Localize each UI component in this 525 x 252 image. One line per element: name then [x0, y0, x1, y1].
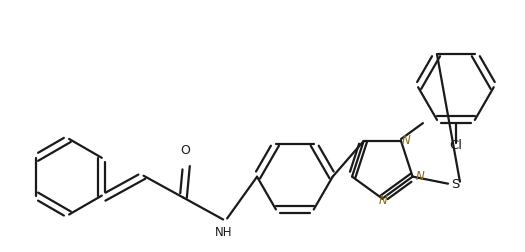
Text: NH: NH: [215, 226, 233, 238]
Text: S: S: [451, 177, 459, 191]
Text: N: N: [416, 169, 425, 182]
Text: Cl: Cl: [449, 138, 463, 151]
Text: O: O: [181, 143, 190, 156]
Text: N: N: [379, 193, 387, 206]
Text: N: N: [402, 134, 411, 146]
